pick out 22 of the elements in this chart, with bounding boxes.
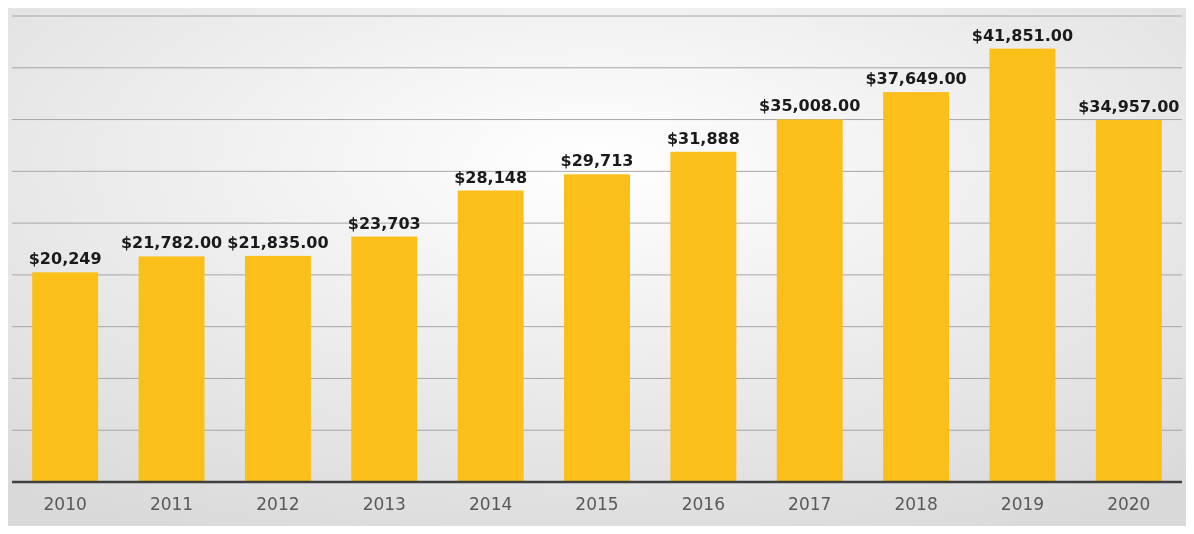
data-label: $41,851.00 xyxy=(971,25,1074,45)
x-tick-label: 2019 xyxy=(1000,494,1045,514)
x-tick-label: 2016 xyxy=(681,494,725,514)
data-label: $37,649.00 xyxy=(865,69,967,89)
x-tick-label: 2018 xyxy=(894,494,938,514)
data-label: $34,957.00 xyxy=(1078,97,1180,116)
x-tick-label: 2017 xyxy=(788,494,832,514)
x-tick-label: 2011 xyxy=(149,494,194,514)
data-label: $35,008.00 xyxy=(759,96,861,116)
data-label: $21,835.00 xyxy=(227,232,329,252)
x-tick-label: 2012 xyxy=(256,494,300,514)
x-tick-label: 2014 xyxy=(469,494,513,514)
data-label: $28,148 xyxy=(454,167,528,187)
data-label: $31,888 xyxy=(666,128,740,148)
data-label: $20,249 xyxy=(28,249,102,269)
x-tick-label: 2010 xyxy=(43,494,87,514)
data-label: $23,703 xyxy=(347,213,421,233)
x-tick-label: 2020 xyxy=(1107,494,1151,514)
x-tick-label: 2015 xyxy=(575,494,619,514)
data-label: $29,713 xyxy=(560,151,634,171)
x-tick-label: 2013 xyxy=(362,494,406,514)
data-label: $21,782.00 xyxy=(120,233,223,253)
